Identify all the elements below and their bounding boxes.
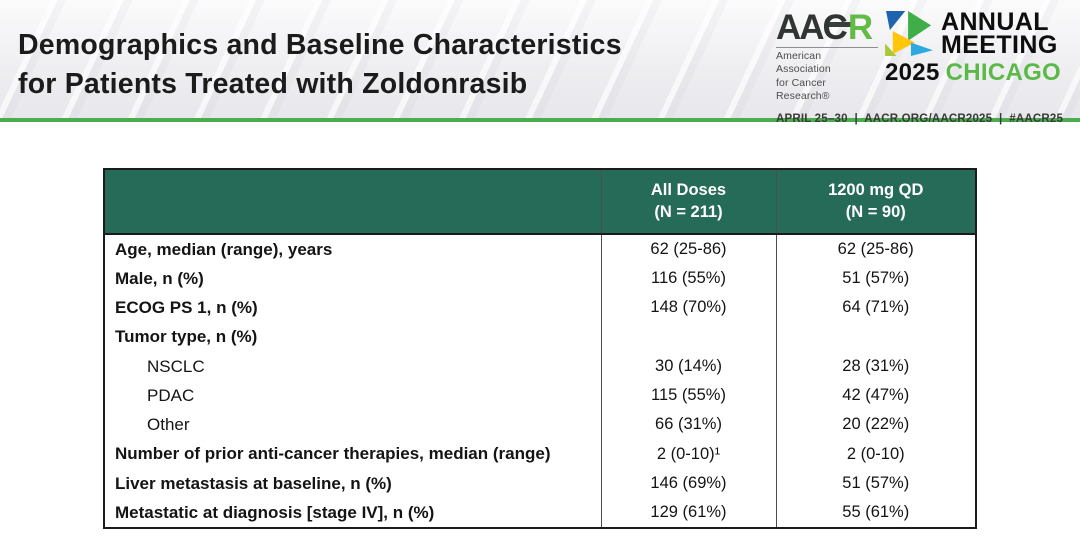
table-row-male: Male, n (%) 116 (55%) 51 (57%) bbox=[104, 263, 976, 294]
all-doses-label: All Doses bbox=[650, 181, 727, 199]
aacr-org-name: American Association for Cancer Research… bbox=[776, 50, 878, 103]
table-row-nsclc: NSCLC 30 (14%) 28 (31%) bbox=[104, 351, 976, 381]
baseline-characteristics-table: All Doses (N = 211) 1200 mg QD (N = 90) … bbox=[103, 168, 977, 530]
value-all-doses: 148 (70%) bbox=[600, 293, 776, 323]
value-all-doses bbox=[600, 322, 776, 352]
table-row-pdac: PDAC 115 (55%) 42 (47%) bbox=[104, 380, 976, 411]
row-label: Liver metastasis at baseline, n (%) bbox=[115, 473, 392, 493]
column-header-all-doses: All Doses (N = 211) bbox=[600, 169, 776, 235]
slide-header-band: Demographics and Baseline Characteristic… bbox=[0, 0, 1080, 125]
meeting-year: 2025 bbox=[885, 59, 940, 86]
column-header-1200mg-qd: 1200 mg QD (N = 90) bbox=[775, 169, 976, 235]
page-title-line2: for Patients Treated with Zoldonrasib bbox=[18, 68, 528, 101]
aacr-letters-dark: AAC bbox=[776, 8, 848, 47]
annual-meeting-wordmark: ANNUAL MEETING bbox=[941, 8, 1058, 59]
table-row-other: Other 66 (31%) 20 (22%) bbox=[104, 410, 976, 440]
page-title-line1: Demographics and Baseline Characteristic… bbox=[18, 29, 622, 61]
table-row-prior-therapies: Number of prior anti-cancer therapies, m… bbox=[104, 439, 976, 469]
row-label: NSCLC bbox=[147, 356, 205, 376]
value-1200mg-qd: 51 (57%) bbox=[775, 468, 976, 498]
row-label: Male, n (%) bbox=[115, 268, 204, 288]
table-header-row: All Doses (N = 211) 1200 mg QD (N = 90) bbox=[104, 169, 976, 235]
annual-meeting-block: ANNUAL MEETING 2025 CHICAGO bbox=[885, 8, 1061, 87]
aacr-letter-green: R bbox=[847, 8, 874, 47]
table-row-liver-metastasis: Liver metastasis at baseline, n (%) 146 … bbox=[104, 468, 976, 498]
meeting-year-city: 2025 CHICAGO bbox=[885, 59, 1061, 87]
annual-meeting-line1: ANNUAL bbox=[941, 8, 1049, 36]
aacr-crossbar bbox=[828, 22, 853, 27]
row-label: ECOG PS 1, n (%) bbox=[115, 298, 258, 318]
page-title: Demographics and Baseline Characteristic… bbox=[18, 26, 622, 105]
row-label: PDAC bbox=[147, 385, 195, 405]
value-1200mg-qd: 20 (22%) bbox=[775, 410, 976, 440]
value-1200mg-qd: 2 (0-10) bbox=[775, 439, 976, 469]
aacr-arrow-icon bbox=[885, 11, 933, 57]
aacr-org-line1: American Association bbox=[776, 50, 831, 76]
aacr-wordmark: AACR bbox=[776, 8, 878, 47]
value-1200mg-qd: 51 (57%) bbox=[775, 263, 976, 294]
table-row-tumor-type: Tumor type, n (%) bbox=[104, 322, 976, 352]
value-all-doses: 62 (25-86) bbox=[600, 233, 776, 264]
meeting-city: CHICAGO bbox=[945, 59, 1062, 86]
aacr-annual-meeting-logo: AACR American Association for Cancer Res… bbox=[776, 8, 1068, 125]
value-all-doses: 146 (69%) bbox=[600, 468, 776, 498]
value-all-doses: 66 (31%) bbox=[600, 410, 776, 440]
row-label: Age, median (range), years bbox=[115, 239, 333, 259]
row-label: Other bbox=[147, 415, 190, 435]
qd1200-label: 1200 mg QD bbox=[828, 181, 924, 199]
value-1200mg-qd: 62 (25-86) bbox=[775, 233, 976, 264]
aacr-org-line2: for Cancer Research® bbox=[776, 76, 830, 102]
value-1200mg-qd: 55 (61%) bbox=[775, 497, 976, 529]
value-all-doses: 116 (55%) bbox=[600, 263, 776, 294]
annual-meeting-top: ANNUAL MEETING bbox=[885, 8, 1061, 59]
value-all-doses: 2 (0-10)¹ bbox=[600, 439, 776, 469]
value-all-doses: 129 (61%) bbox=[600, 497, 776, 529]
row-label: Number of prior anti-cancer therapies, m… bbox=[115, 444, 551, 464]
column-header-characteristic bbox=[104, 169, 601, 235]
table-row-ecog: ECOG PS 1, n (%) 148 (70%) 64 (71%) bbox=[104, 293, 976, 323]
all-doses-n: (N = 211) bbox=[654, 203, 723, 222]
value-all-doses: 115 (55%) bbox=[600, 380, 776, 411]
value-1200mg-qd: 64 (71%) bbox=[775, 293, 976, 323]
table-row-age: Age, median (range), years 62 (25-86) 62… bbox=[104, 233, 976, 264]
annual-meeting-line2: MEETING bbox=[941, 31, 1058, 59]
value-1200mg-qd: 42 (47%) bbox=[775, 380, 976, 411]
row-label: Tumor type, n (%) bbox=[115, 327, 258, 347]
value-1200mg-qd bbox=[775, 322, 976, 352]
qd1200-n: (N = 90) bbox=[845, 203, 906, 222]
row-label: Metastatic at diagnosis [stage IV], n (%… bbox=[115, 502, 435, 522]
meeting-tagline: APRIL 25–30 | AACR.ORG/AACR2025 | #AACR2… bbox=[776, 112, 1064, 125]
aacr-wordmark-block: AACR American Association for Cancer Res… bbox=[776, 8, 878, 103]
table-row-metastatic-diagnosis: Metastatic at diagnosis [stage IV], n (%… bbox=[104, 497, 976, 529]
value-all-doses: 30 (14%) bbox=[600, 351, 776, 381]
value-1200mg-qd: 28 (31%) bbox=[775, 351, 976, 381]
logo-top-row: AACR American Association for Cancer Res… bbox=[776, 8, 1068, 103]
aacr-divider-line bbox=[776, 47, 878, 49]
